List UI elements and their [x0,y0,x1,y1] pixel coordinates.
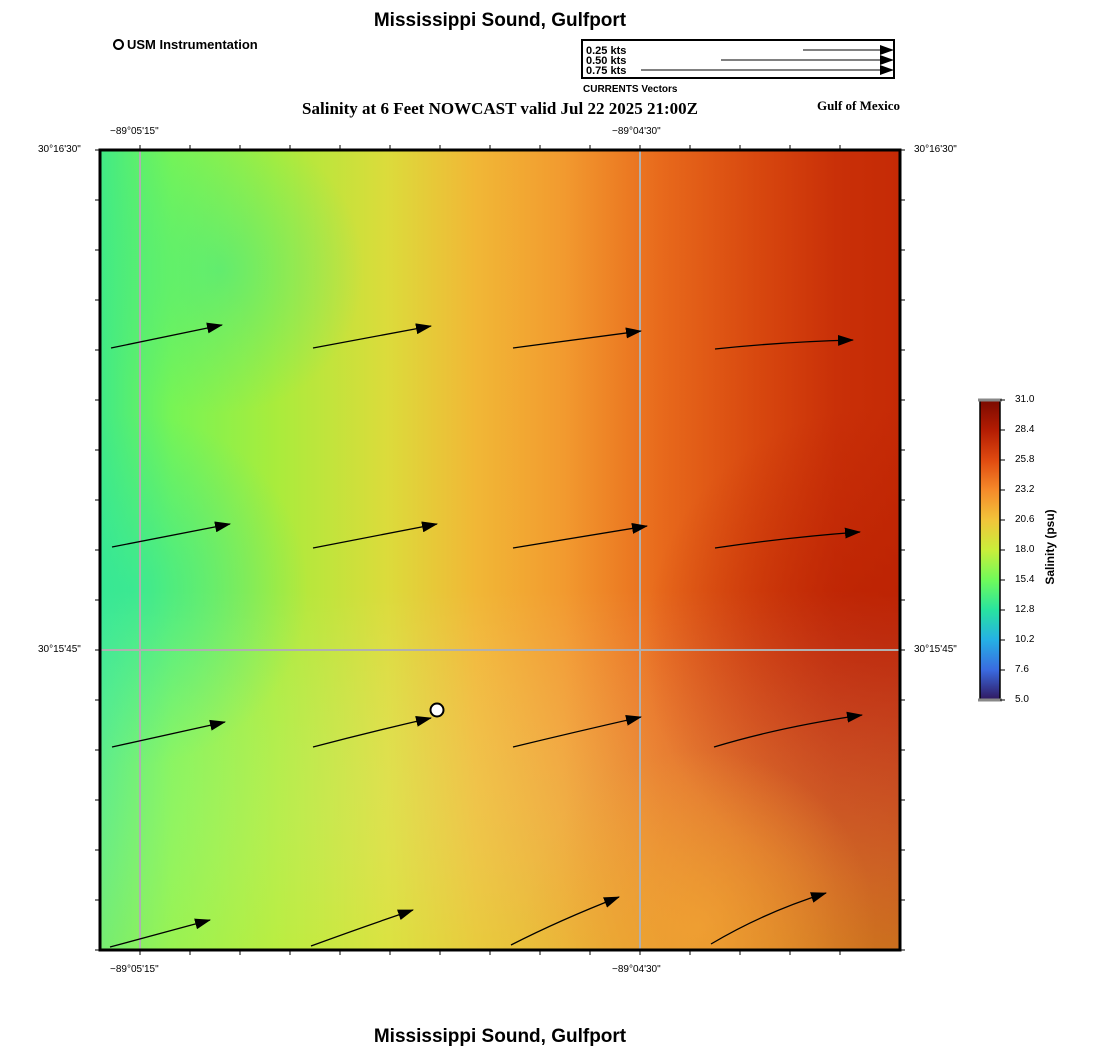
current-vector [512,327,642,349]
current-vector [312,715,432,748]
region-label: Gulf of Mexico [816,98,900,113]
station-circle-icon [113,39,124,50]
current-vector [109,918,211,948]
colorbar-tick-label: 20.6 [1015,514,1035,525]
current-vector [713,711,863,748]
colorbar-tick-label: 10.2 [1015,634,1035,645]
current-vector [111,521,231,548]
current-vector [111,719,226,748]
right-lat-label: 30°16'30" [914,144,957,155]
left-lat-label: 30°16'30" [38,144,81,155]
salinity-colorbar [978,398,1005,702]
current-vector [510,896,620,946]
current-vector [312,521,438,549]
map-grid [100,150,900,950]
colorbar-tick-label: 7.6 [1015,664,1029,675]
colorbar-tick-label: 23.2 [1015,484,1035,495]
colorbar-ramp [979,399,1001,701]
current-vector [310,909,414,947]
current-vector [714,334,854,350]
current-vector [512,714,642,748]
colorbar-tick-label: 18.0 [1015,544,1035,555]
colorbar-tick-label: 25.8 [1015,454,1035,465]
current-vector [714,527,861,549]
axis-ticks [95,145,905,955]
footer-title: Mississippi Sound, Gulfport [373,1026,627,1047]
left-lat-label: 30°15'45" [38,644,81,655]
map-title: Mississippi Sound, Gulfport [373,10,627,31]
station-legend: USM Instrumentation [113,37,258,52]
vector-legend-label: 0.75 kts [586,65,627,77]
station-legend-label: USM Instrumentation [127,37,258,52]
current-vector [312,323,432,349]
current-vector [710,892,827,945]
vector-legend-caption: CURRENTS Vectors [583,84,678,95]
colorbar-tick-label: 31.0 [1015,394,1035,405]
colorbar-tick-label: 12.8 [1015,604,1035,615]
vector-legend: 0.25 kts 0.50 kts 0.75 kts [581,39,895,79]
vector-legend-label: 0.25 kts [586,45,627,57]
right-lat-label: 30°15'45" [914,644,957,655]
station-circle-icon [429,702,445,718]
colorbar-tick-label: 28.4 [1015,424,1035,435]
vector-legend-label: 0.50 kts [586,55,627,67]
bottom-lon-label: −89°04'30" [612,964,661,975]
bottom-lon-label: −89°05'15" [110,964,159,975]
colorbar-tick-label: 5.0 [1015,694,1029,705]
top-lon-label: −89°05'15" [110,126,159,137]
vector-legend-arrows [641,45,894,75]
top-lon-label: −89°04'30" [612,126,661,137]
colorbar-title: Salinity (psu) [1043,509,1057,585]
map-subtitle: Salinity at 6 Feet NOWCAST valid Jul 22 … [302,99,698,118]
current-vector [110,322,223,349]
colorbar-tick-label: 15.4 [1015,574,1035,585]
current-vector [512,523,648,549]
